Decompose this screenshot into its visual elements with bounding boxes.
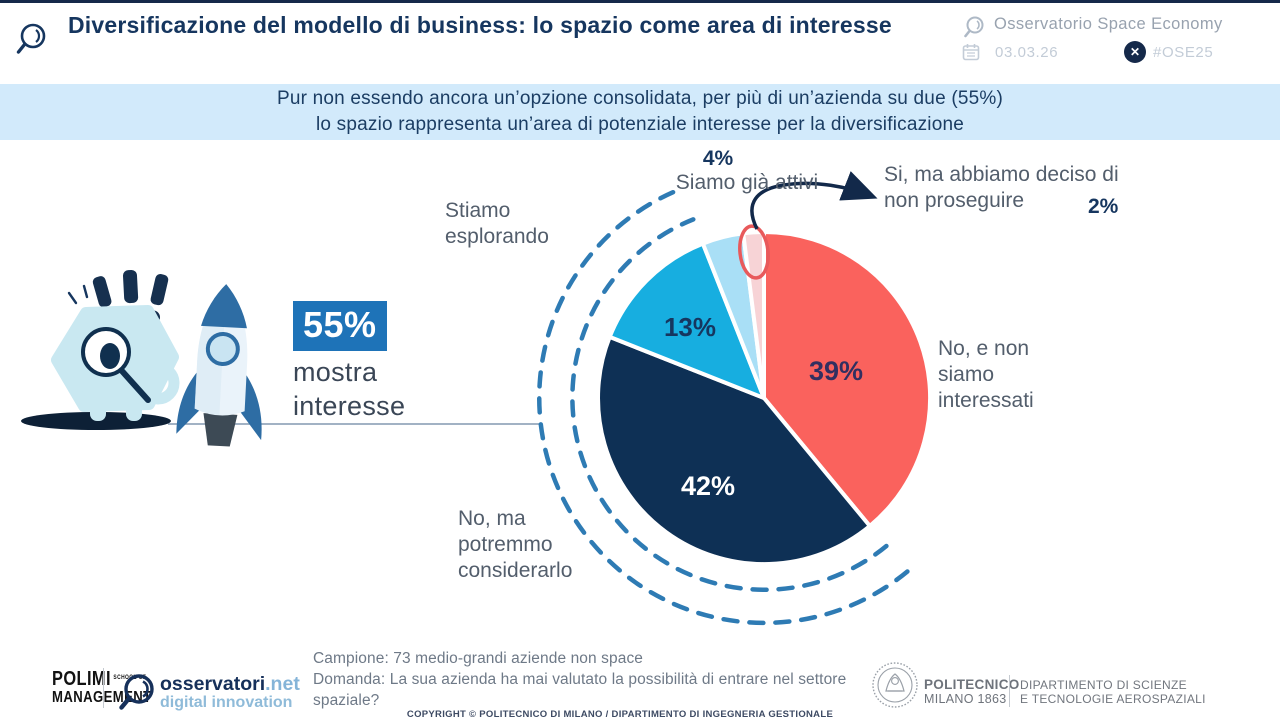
calendar-icon — [962, 44, 980, 61]
footnotes: Campione: 73 medio-grandi aziende non sp… — [313, 648, 873, 711]
observatory-brand: Osservatorio Space Economy — [994, 15, 1223, 33]
callout-no-ma-potremmo: No, ma potremmo considerarlo — [458, 507, 573, 582]
key-message-banner: Pur non essendo ancora un’opzione consol… — [0, 84, 1280, 140]
politecnico-wordmark: POLITECNICO — [924, 677, 1020, 692]
x-glyph: ✕ — [1129, 45, 1141, 59]
pie-slice-stiamo-esplorando — [607, 241, 766, 400]
pct-label-stiamo-esplorando: 13% — [663, 312, 717, 342]
pct-label-si-ma: 2% — [1088, 195, 1119, 218]
interest-caption-line1: mostra — [293, 357, 378, 387]
event-hashtag: #OSE25 — [1153, 44, 1214, 61]
interest-caption-line2: interesse — [293, 391, 406, 421]
callout-si-ma-non-proseguire: Si, ma abbiamo deciso di non proseguire — [884, 163, 1119, 212]
slice-highlight-ellipse — [738, 224, 770, 280]
pct-label-no-e-non: 39% — [808, 356, 864, 386]
magnifier-icon — [16, 23, 46, 54]
department-label: DIPARTIMENTO DI SCIENZE E TECNOLOGIE AER… — [1020, 678, 1206, 706]
pie-chart-graphic — [21, 171, 933, 626]
osservatori-wordmark: osservatori — [160, 673, 266, 695]
page-title: Diversificazione del modello di business… — [68, 12, 892, 38]
pie-slice-no-e-non-siamo-interessati — [762, 230, 933, 528]
osservatori-net-logo: osservatori.net digital innovation — [160, 673, 300, 712]
group-arc-outer — [537, 186, 910, 626]
footnote-question: Domanda: La sua azienda ha mai valutato … — [313, 671, 847, 709]
footer-divider — [103, 668, 104, 708]
osservatori-magnifier-icon — [119, 674, 154, 710]
politecnico-seal-icon — [872, 662, 918, 708]
interest-value-badge: 55% — [293, 301, 387, 351]
magnifier-icon — [964, 16, 984, 38]
footer-divider — [1009, 675, 1010, 707]
pie-slice-no-ma-potremmo-considerarlo — [596, 334, 872, 567]
callout-stiamo-esplorando: Stiamo esplorando — [445, 199, 549, 248]
x-social-icon: ✕ — [1124, 41, 1146, 63]
interest-highlight: 55% mostra interesse — [293, 301, 405, 423]
annotation-arrow — [750, 171, 878, 230]
event-date: 03.03.26 — [995, 44, 1059, 61]
osservatori-tagline: digital innovation — [160, 694, 293, 711]
copyright-line: COPYRIGHT © POLITECNICO DI MILANO / DIPA… — [406, 709, 834, 720]
politecnico-logo: POLITECNICO MILANO 1863 — [924, 677, 1020, 706]
callout-no-e-non-interessati: No, e non siamo interessati — [938, 337, 1034, 412]
department-line1: DIPARTIMENTO DI SCIENZE — [1020, 678, 1187, 692]
pct-label-no-ma: 42% — [680, 471, 736, 501]
banner-line-2: lo spazio rappresenta un’area di potenzi… — [315, 114, 965, 135]
politecnico-milano-1863: MILANO 1863 — [924, 692, 1007, 706]
osservatori-tld: .net — [265, 673, 300, 695]
banner-line-1: Pur non essendo ancora un’opzione consol… — [276, 88, 1004, 109]
department-line2: E TECNOLOGIE AEROSPAZIALI — [1020, 692, 1206, 706]
rocket-icon — [176, 284, 262, 447]
explorer-character-icon — [21, 269, 180, 430]
top-accent-bar — [0, 0, 1280, 3]
footnote-sample: Campione: 73 medio-grandi aziende non sp… — [313, 650, 644, 667]
group-arc-inner — [570, 217, 889, 592]
callout-siamo-gia-attivi: Siamo già attivi — [675, 171, 819, 194]
pct-label-siamo-gia-attivi: 4% — [702, 147, 734, 170]
polimi-wordmark: POLIMI — [52, 668, 111, 690]
